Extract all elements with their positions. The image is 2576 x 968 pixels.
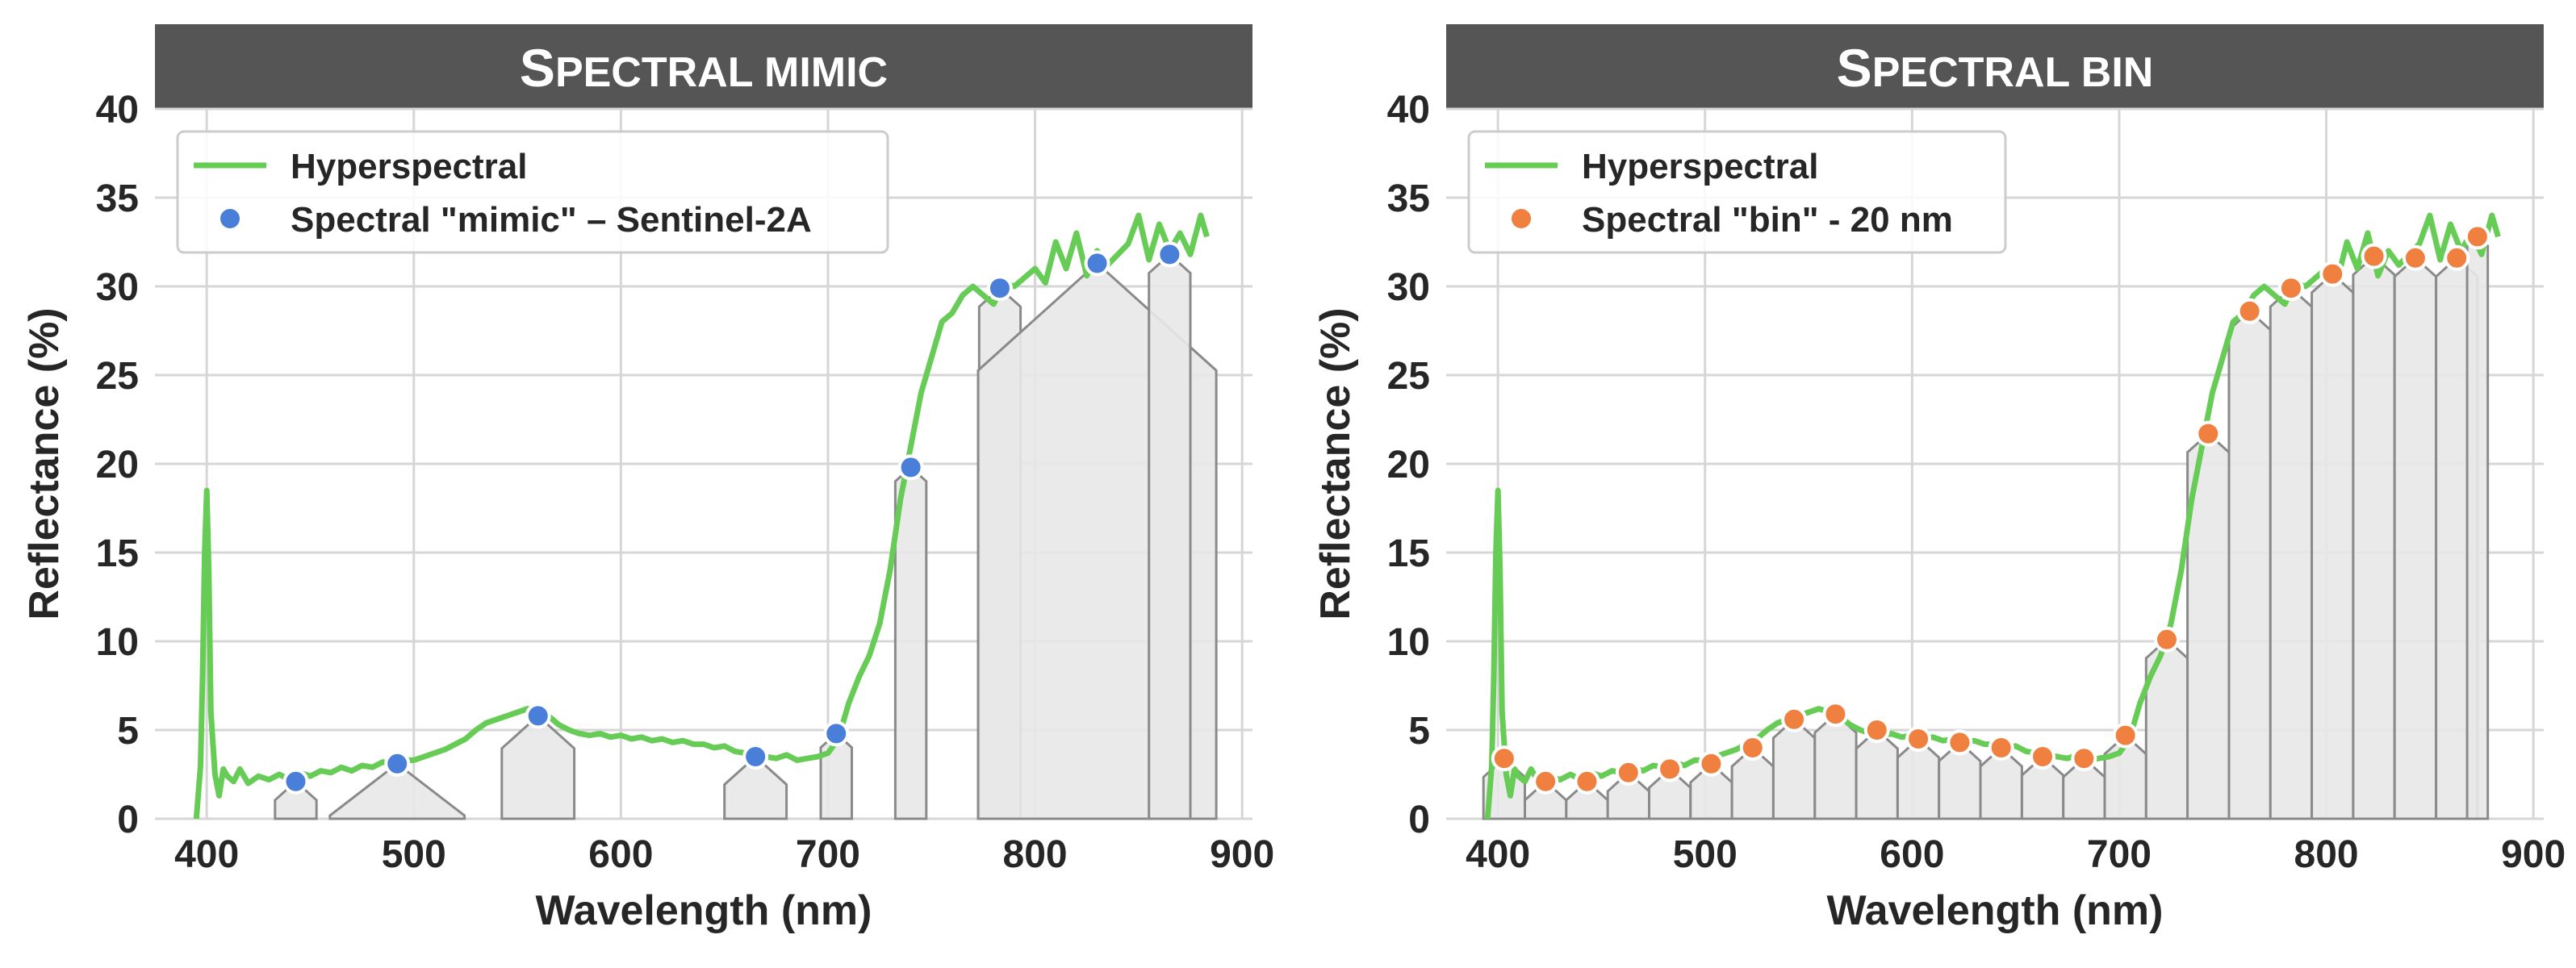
band-shape [2467, 236, 2488, 819]
x-tick-label: 700 [2087, 833, 2152, 876]
data-point [1948, 731, 1971, 753]
data-point [1783, 708, 1805, 731]
y-tick-label: 35 [96, 177, 139, 220]
band-shape [1856, 730, 1897, 819]
data-point [1575, 770, 1598, 793]
data-point [744, 745, 767, 768]
x-tick-label: 700 [796, 833, 860, 876]
y-tick-label: 10 [96, 621, 139, 664]
y-tick-label: 0 [1408, 799, 1430, 841]
data-point [1700, 753, 1722, 775]
chart-panel-1: SPECTRAL MIMIC 0 5 10 15 20 25 30 35 40 400 500 600 7… [21, 24, 1274, 934]
data-point [386, 753, 408, 775]
data-point [1824, 703, 1846, 725]
band-shape [2353, 257, 2394, 819]
y-axis-label: Reflectance (%) [1312, 307, 1359, 620]
data-point [1158, 243, 1181, 265]
chart-title-rest: PECTRAL BIN [1872, 49, 2154, 96]
y-tick-label: 5 [117, 710, 139, 753]
figure-canvas: SPECTRAL MIMIC0510152025303540400 500 600 7… [0, 0, 2576, 964]
data-point [1742, 736, 1764, 759]
band-shape [1815, 714, 1856, 819]
y-tick-label: 25 [96, 355, 139, 398]
y-tick-label: 0 [117, 799, 139, 841]
data-point [2404, 247, 2427, 269]
y-tick-label: 40 [1387, 89, 1430, 131]
data-point [2445, 247, 2468, 269]
data-point [527, 704, 550, 727]
band-shape [1773, 720, 1814, 819]
x-tick-label: 800 [2294, 833, 2359, 876]
y-tick-label: 15 [1387, 532, 1430, 575]
data-point [2156, 628, 2178, 651]
x-tick-label: 500 [1673, 833, 1738, 876]
x-tick-label: 600 [588, 833, 653, 876]
y-tick-label: 20 [1387, 444, 1430, 486]
data-point [1493, 747, 1516, 770]
y-tick-label: 10 [1387, 621, 1430, 664]
y-tick-label: 25 [1387, 355, 1430, 398]
band-shape [2229, 311, 2270, 819]
data-point [2363, 245, 2386, 268]
data-point [2114, 724, 2137, 747]
band-shape [1149, 254, 1190, 819]
data-point [825, 722, 847, 745]
data-point [1534, 770, 1557, 793]
data-point [2072, 747, 2095, 770]
chart-title-initial: S [1837, 38, 1872, 98]
data-point [2280, 277, 2302, 299]
band-shape [2270, 288, 2311, 819]
band-shape [2312, 274, 2353, 819]
data-point [2031, 745, 2054, 768]
data-point [284, 770, 307, 793]
x-tick-label: 800 [1003, 833, 1068, 876]
data-point [1907, 728, 1930, 750]
chart-title-rest: PECTRAL MIMIC [555, 49, 888, 96]
y-tick-label: 20 [96, 444, 139, 486]
chart-panel-2: SPECTRAL BIN 0 5 10 15 20 25 30 35 40 400 500 600 700… [1312, 24, 2566, 934]
legend-marker-swatch [1510, 207, 1533, 230]
data-point [989, 277, 1011, 299]
x-tick-label: 900 [1210, 833, 1274, 876]
data-point [900, 456, 922, 478]
data-point [1990, 736, 2013, 759]
data-point [1658, 757, 1681, 780]
x-tick-label: 900 [2501, 833, 2566, 876]
chart-title-initial: S [520, 38, 555, 98]
data-point [2239, 300, 2261, 323]
x-axis-label: Wavelength (nm) [1827, 887, 2164, 934]
data-point [2321, 263, 2344, 286]
x-axis-label: Wavelength (nm) [536, 887, 872, 934]
y-tick-label: 15 [96, 532, 139, 575]
data-point [2197, 423, 2219, 445]
legend-label: Hyperspectral [291, 147, 527, 186]
y-tick-label: 35 [1387, 177, 1430, 220]
legend-label: Hyperspectral [1582, 147, 1818, 186]
data-point [1086, 252, 1109, 274]
data-point [1866, 719, 1888, 741]
figure: SPECTRAL MIMIC 0 5 10 15 20 25 30 35 40 400 500 600 7… [0, 0, 2576, 964]
y-tick-label: 5 [1408, 710, 1430, 753]
band-shape [2394, 258, 2436, 819]
y-axis-label: Reflectance (%) [21, 307, 68, 620]
data-point [2466, 225, 2489, 248]
x-tick-label: 500 [382, 833, 446, 876]
y-tick-label: 30 [1387, 266, 1430, 309]
y-tick-label: 30 [96, 266, 139, 309]
y-tick-label: 40 [96, 89, 139, 131]
data-point [1617, 761, 1640, 784]
legend-label: Spectral "mimic" – Sentinel-2A [291, 200, 812, 240]
x-tick-label: 400 [1466, 833, 1530, 876]
x-tick-label: 600 [1880, 833, 1944, 876]
x-tick-label: 400 [174, 833, 239, 876]
legend-label: Spectral "bin" - 20 nm [1582, 200, 1953, 240]
legend-marker-swatch [219, 207, 241, 230]
